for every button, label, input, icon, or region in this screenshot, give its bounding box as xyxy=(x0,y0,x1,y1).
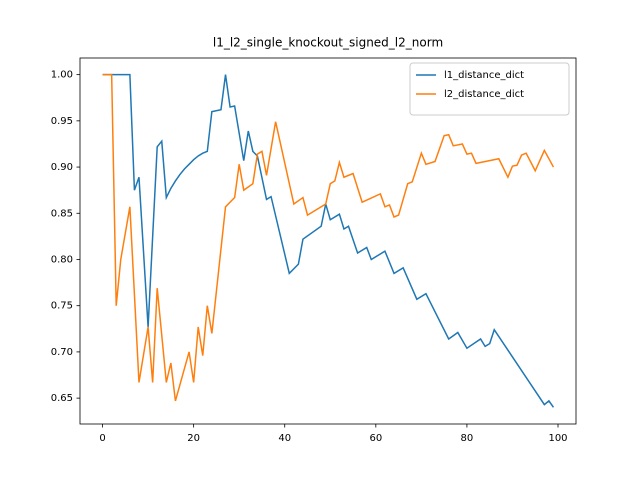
legend-label: l1_distance_dict xyxy=(444,70,524,81)
chart-title: l1_l2_single_knockout_signed_l2_norm xyxy=(213,36,443,50)
y-tick-label: 0.70 xyxy=(51,347,73,358)
x-tick-label: 40 xyxy=(278,433,291,444)
legend-label: l2_distance_dict xyxy=(444,89,524,100)
axes-frame xyxy=(79,57,577,425)
y-tick-label: 0.85 xyxy=(51,208,73,219)
y-tick-label: 0.95 xyxy=(51,116,73,127)
x-tick-label: 0 xyxy=(99,433,105,444)
y-tick-label: 0.90 xyxy=(51,162,73,173)
data-line xyxy=(102,73,555,402)
x-tick-label: 60 xyxy=(369,433,382,444)
y-tick-label: 0.80 xyxy=(51,254,73,265)
x-tick-label: 100 xyxy=(548,433,567,444)
x-tick-label: 20 xyxy=(187,433,200,444)
y-tick-label: 0.75 xyxy=(51,301,73,312)
y-tick-label: 1.00 xyxy=(51,70,73,81)
x-tick-label: 80 xyxy=(461,433,474,444)
data-line xyxy=(102,73,555,408)
legend-box xyxy=(409,62,570,116)
y-tick-label: 0.65 xyxy=(51,393,73,404)
